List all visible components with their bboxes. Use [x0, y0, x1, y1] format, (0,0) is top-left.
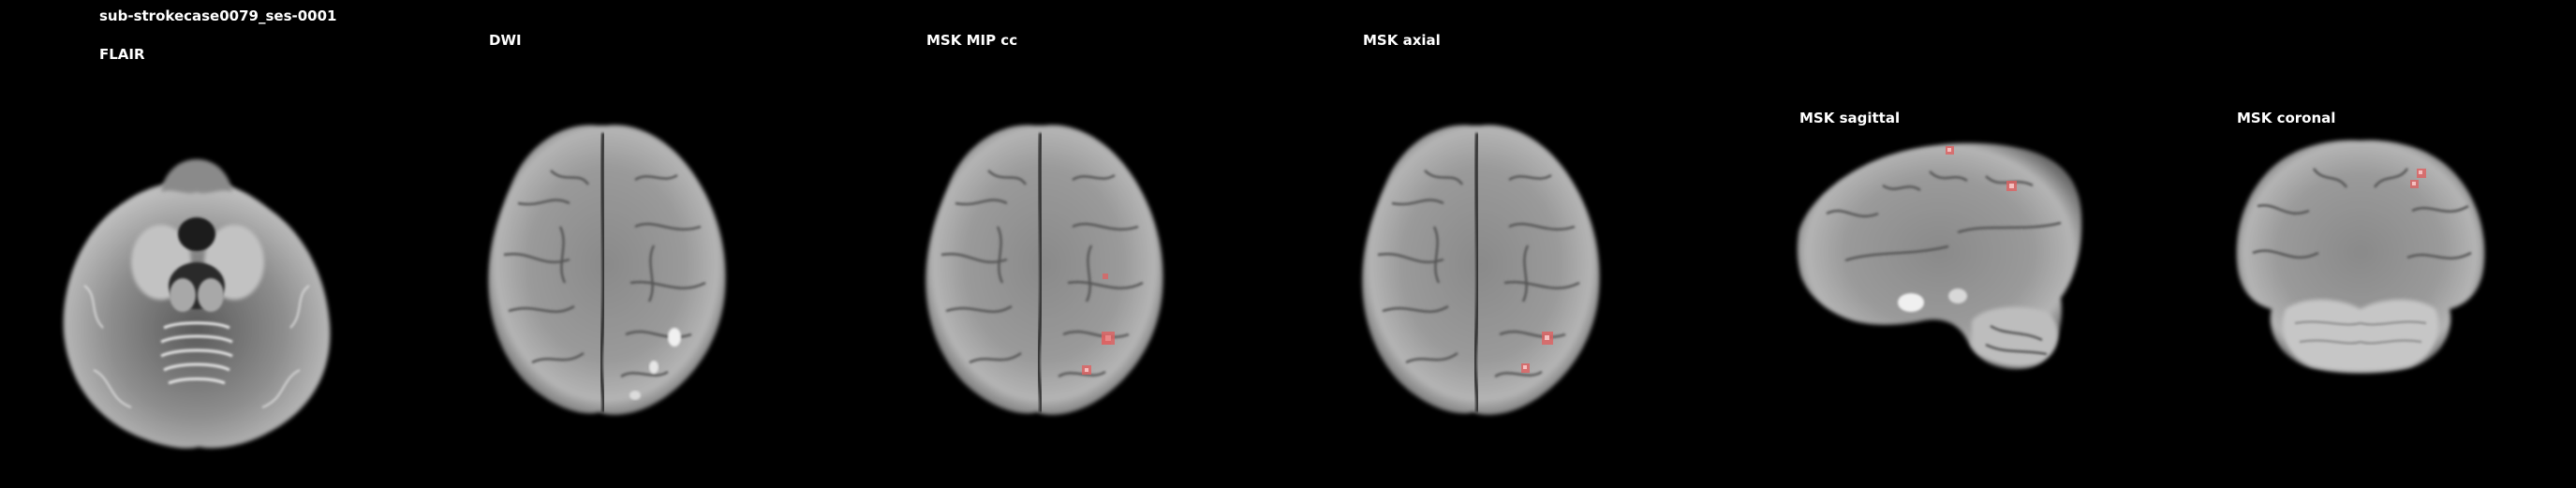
panel-label-flair: FLAIR	[99, 46, 145, 63]
flair-axial-image	[56, 155, 337, 450]
subject-title: sub-strokecase0079_ses-0001	[99, 7, 337, 24]
panel-label-msk-axial: MSK axial	[1363, 32, 1441, 49]
panel-label-msk-coronal: MSK coronal	[2237, 110, 2336, 126]
panel-label-msk-sagittal: MSK sagittal	[1799, 110, 1901, 126]
msk-mip-cc-image	[913, 114, 1166, 423]
panel-label-dwi: DWI	[489, 32, 522, 49]
dwi-axial-image	[476, 114, 729, 423]
msk-coronal-image	[2229, 131, 2492, 384]
msk-axial-image	[1350, 114, 1603, 423]
msk-sagittal-image	[1789, 129, 2089, 382]
panel-label-msk-mip-cc: MSK MIP cc	[926, 32, 1018, 49]
